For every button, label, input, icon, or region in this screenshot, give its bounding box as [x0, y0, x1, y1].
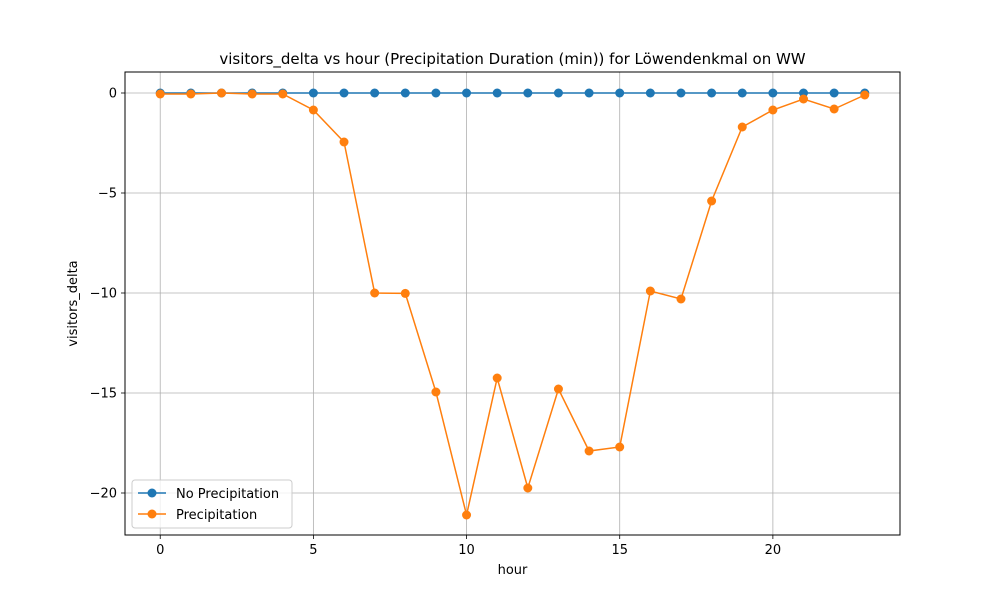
legend: No Precipitation Precipitation: [131, 479, 293, 529]
data-point-no-precipitation: [707, 88, 717, 98]
x-tick-label: 10: [458, 543, 475, 558]
data-point-no-precipitation: [584, 88, 594, 98]
data-point-precipitation: [584, 446, 594, 456]
data-point-precipitation: [553, 384, 563, 394]
data-point-no-precipitation: [400, 88, 410, 98]
series-line-precipitation: [160, 92, 866, 516]
x-axis-label: hour: [498, 563, 528, 578]
data-point-precipitation: [737, 122, 747, 132]
data-point-no-precipitation: [492, 88, 502, 98]
legend-label-precipitation: Precipitation: [176, 508, 257, 523]
data-point-no-precipitation: [737, 88, 747, 98]
data-point-precipitation: [860, 90, 870, 100]
x-tick-label: 5: [309, 543, 317, 558]
x-tick-label: 0: [156, 543, 164, 558]
chart-title: visitors_delta vs hour (Precipitation Du…: [219, 50, 805, 69]
legend-label-no-precipitation: No Precipitation: [176, 487, 279, 502]
y-tick-label: −15: [90, 387, 117, 402]
data-point-no-precipitation: [431, 88, 441, 98]
data-point-no-precipitation: [645, 88, 655, 98]
data-point-precipitation: [339, 137, 349, 147]
y-axis-label: visitors_delta: [66, 260, 81, 346]
data-point-precipitation: [155, 89, 165, 99]
x-axis-ticks: 0 5 10 15 20: [156, 535, 781, 558]
y-tick-label: 0: [109, 87, 117, 102]
series-precipitation: [155, 88, 870, 520]
data-point-precipitation: [400, 288, 410, 298]
data-point-no-precipitation: [829, 88, 839, 98]
data-point-precipitation: [645, 286, 655, 296]
data-point-precipitation: [799, 94, 809, 104]
data-point-no-precipitation: [615, 88, 625, 98]
data-point-precipitation: [308, 105, 318, 115]
data-point-precipitation: [278, 89, 288, 99]
data-point-no-precipitation: [676, 88, 686, 98]
data-point-precipitation: [431, 387, 441, 397]
data-point-precipitation: [829, 104, 839, 114]
series-layer: [155, 88, 870, 520]
legend-box: [131, 479, 293, 529]
plot-frame: [124, 71, 901, 536]
data-point-no-precipitation: [339, 88, 349, 98]
data-point-precipitation: [186, 89, 196, 99]
data-point-precipitation: [370, 288, 380, 298]
data-point-precipitation: [676, 294, 686, 304]
data-point-precipitation: [492, 373, 502, 383]
x-tick-label: 15: [611, 543, 628, 558]
data-point-no-precipitation: [370, 88, 380, 98]
data-point-no-precipitation: [523, 88, 533, 98]
y-tick-label: −10: [90, 287, 117, 302]
data-point-precipitation: [768, 105, 778, 115]
data-point-precipitation: [216, 88, 226, 98]
data-point-no-precipitation: [768, 88, 778, 98]
data-point-precipitation: [247, 89, 257, 99]
legend-marker-no-precipitation: [147, 488, 157, 498]
y-tick-label: −20: [90, 487, 117, 502]
data-point-no-precipitation: [308, 88, 318, 98]
data-point-precipitation: [462, 510, 472, 520]
data-point-no-precipitation: [462, 88, 472, 98]
x-tick-label: 20: [765, 543, 782, 558]
y-tick-label: −5: [98, 187, 117, 202]
data-point-no-precipitation: [553, 88, 563, 98]
legend-marker-precipitation: [147, 509, 157, 519]
data-point-precipitation: [707, 196, 717, 206]
y-axis-ticks: 0 −5 −10 −15 −20: [90, 87, 125, 502]
data-point-precipitation: [615, 442, 625, 452]
data-point-precipitation: [523, 483, 533, 493]
